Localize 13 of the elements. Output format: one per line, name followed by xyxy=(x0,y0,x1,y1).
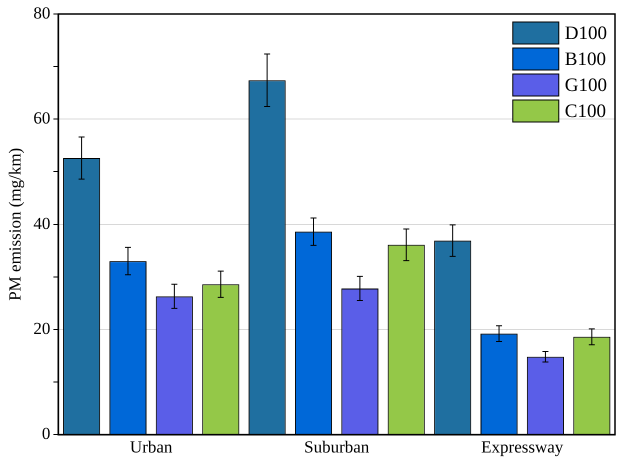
y-axis-title: PM emission (mg/km) xyxy=(6,148,25,301)
legend-label: C100 xyxy=(564,100,606,122)
y-tick-label: 0 xyxy=(42,424,50,444)
legend-label: G100 xyxy=(564,74,608,96)
y-tick-label: 80 xyxy=(33,3,50,22)
y-tick-label: 20 xyxy=(33,318,50,338)
x-tick-label: Urban xyxy=(130,437,173,456)
legend-label: D100 xyxy=(564,22,608,44)
y-tick-label: 40 xyxy=(33,214,50,233)
x-tick-label: Expressway xyxy=(481,437,564,456)
y-tick-label: 60 xyxy=(33,108,50,128)
legend-label: B100 xyxy=(564,48,606,70)
x-tick-label: Suburban xyxy=(304,437,370,456)
